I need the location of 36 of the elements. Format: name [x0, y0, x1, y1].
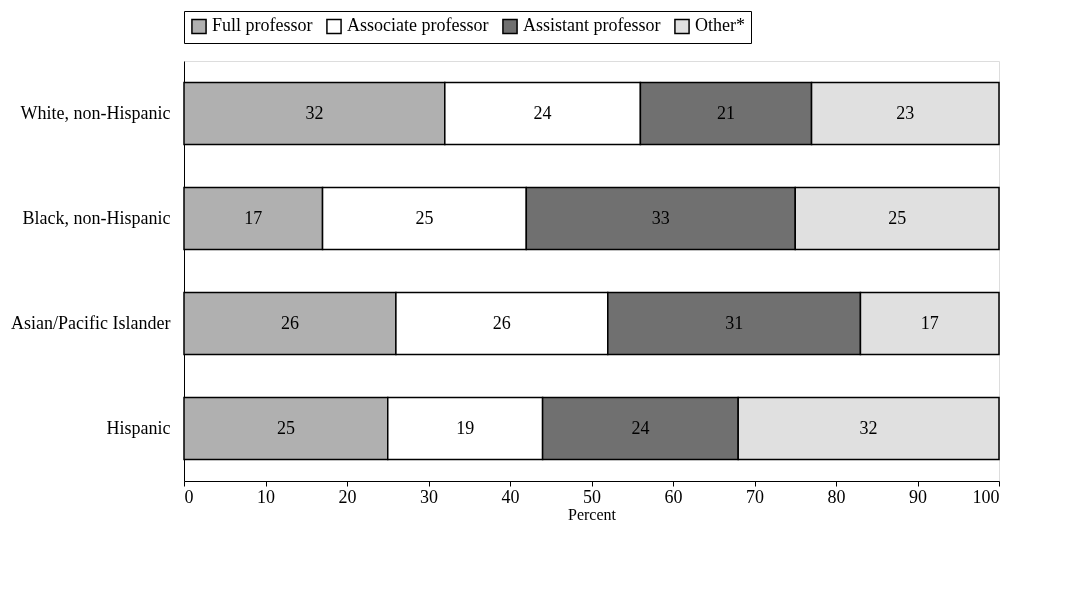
data-label: 33 — [651, 207, 670, 228]
data-label: 25 — [888, 207, 907, 228]
x-tick-label: 50 — [583, 486, 601, 507]
data-label: 32 — [305, 102, 324, 123]
y-tick-label: Asian/Pacific Islander — [11, 312, 171, 333]
data-label: 25 — [415, 207, 434, 228]
data-label: 24 — [533, 102, 552, 123]
x-tick-label: 0 — [184, 486, 194, 507]
legend-label: Associate professor — [347, 15, 489, 36]
x-tick-label: 10 — [257, 486, 275, 507]
x-tick-label: 30 — [420, 486, 438, 507]
x-tick-label: 20 — [338, 486, 357, 507]
x-tick-label: 100 — [972, 486, 1000, 507]
x-tick-label: 90 — [909, 486, 927, 507]
y-tick-label: Black, non-Hispanic — [22, 207, 171, 228]
data-label: 19 — [456, 417, 475, 438]
data-label: 23 — [896, 102, 915, 123]
data-label: 26 — [492, 312, 511, 333]
x-tick-label: 40 — [501, 486, 520, 507]
data-label: 26 — [280, 312, 299, 333]
data-label: 17 — [920, 312, 939, 333]
data-label: 17 — [244, 207, 263, 228]
data-label: 24 — [631, 417, 650, 438]
y-tick-label: White, non-Hispanic — [20, 102, 171, 123]
legend-label: Other* — [695, 15, 745, 36]
data-label: 32 — [859, 417, 878, 438]
x-tick-label: 60 — [664, 486, 683, 507]
data-label: 31 — [725, 312, 744, 333]
x-tick-label: 70 — [746, 486, 764, 507]
data-label: 25 — [276, 417, 295, 438]
y-tick-label: Hispanic — [106, 417, 171, 438]
x-tick-label: 80 — [827, 486, 846, 507]
legend-label: Assistant professor — [523, 15, 661, 36]
data-label: 21 — [716, 102, 735, 123]
legend-label: Full professor — [212, 15, 313, 36]
x-axis-title: Percent — [568, 505, 617, 523]
